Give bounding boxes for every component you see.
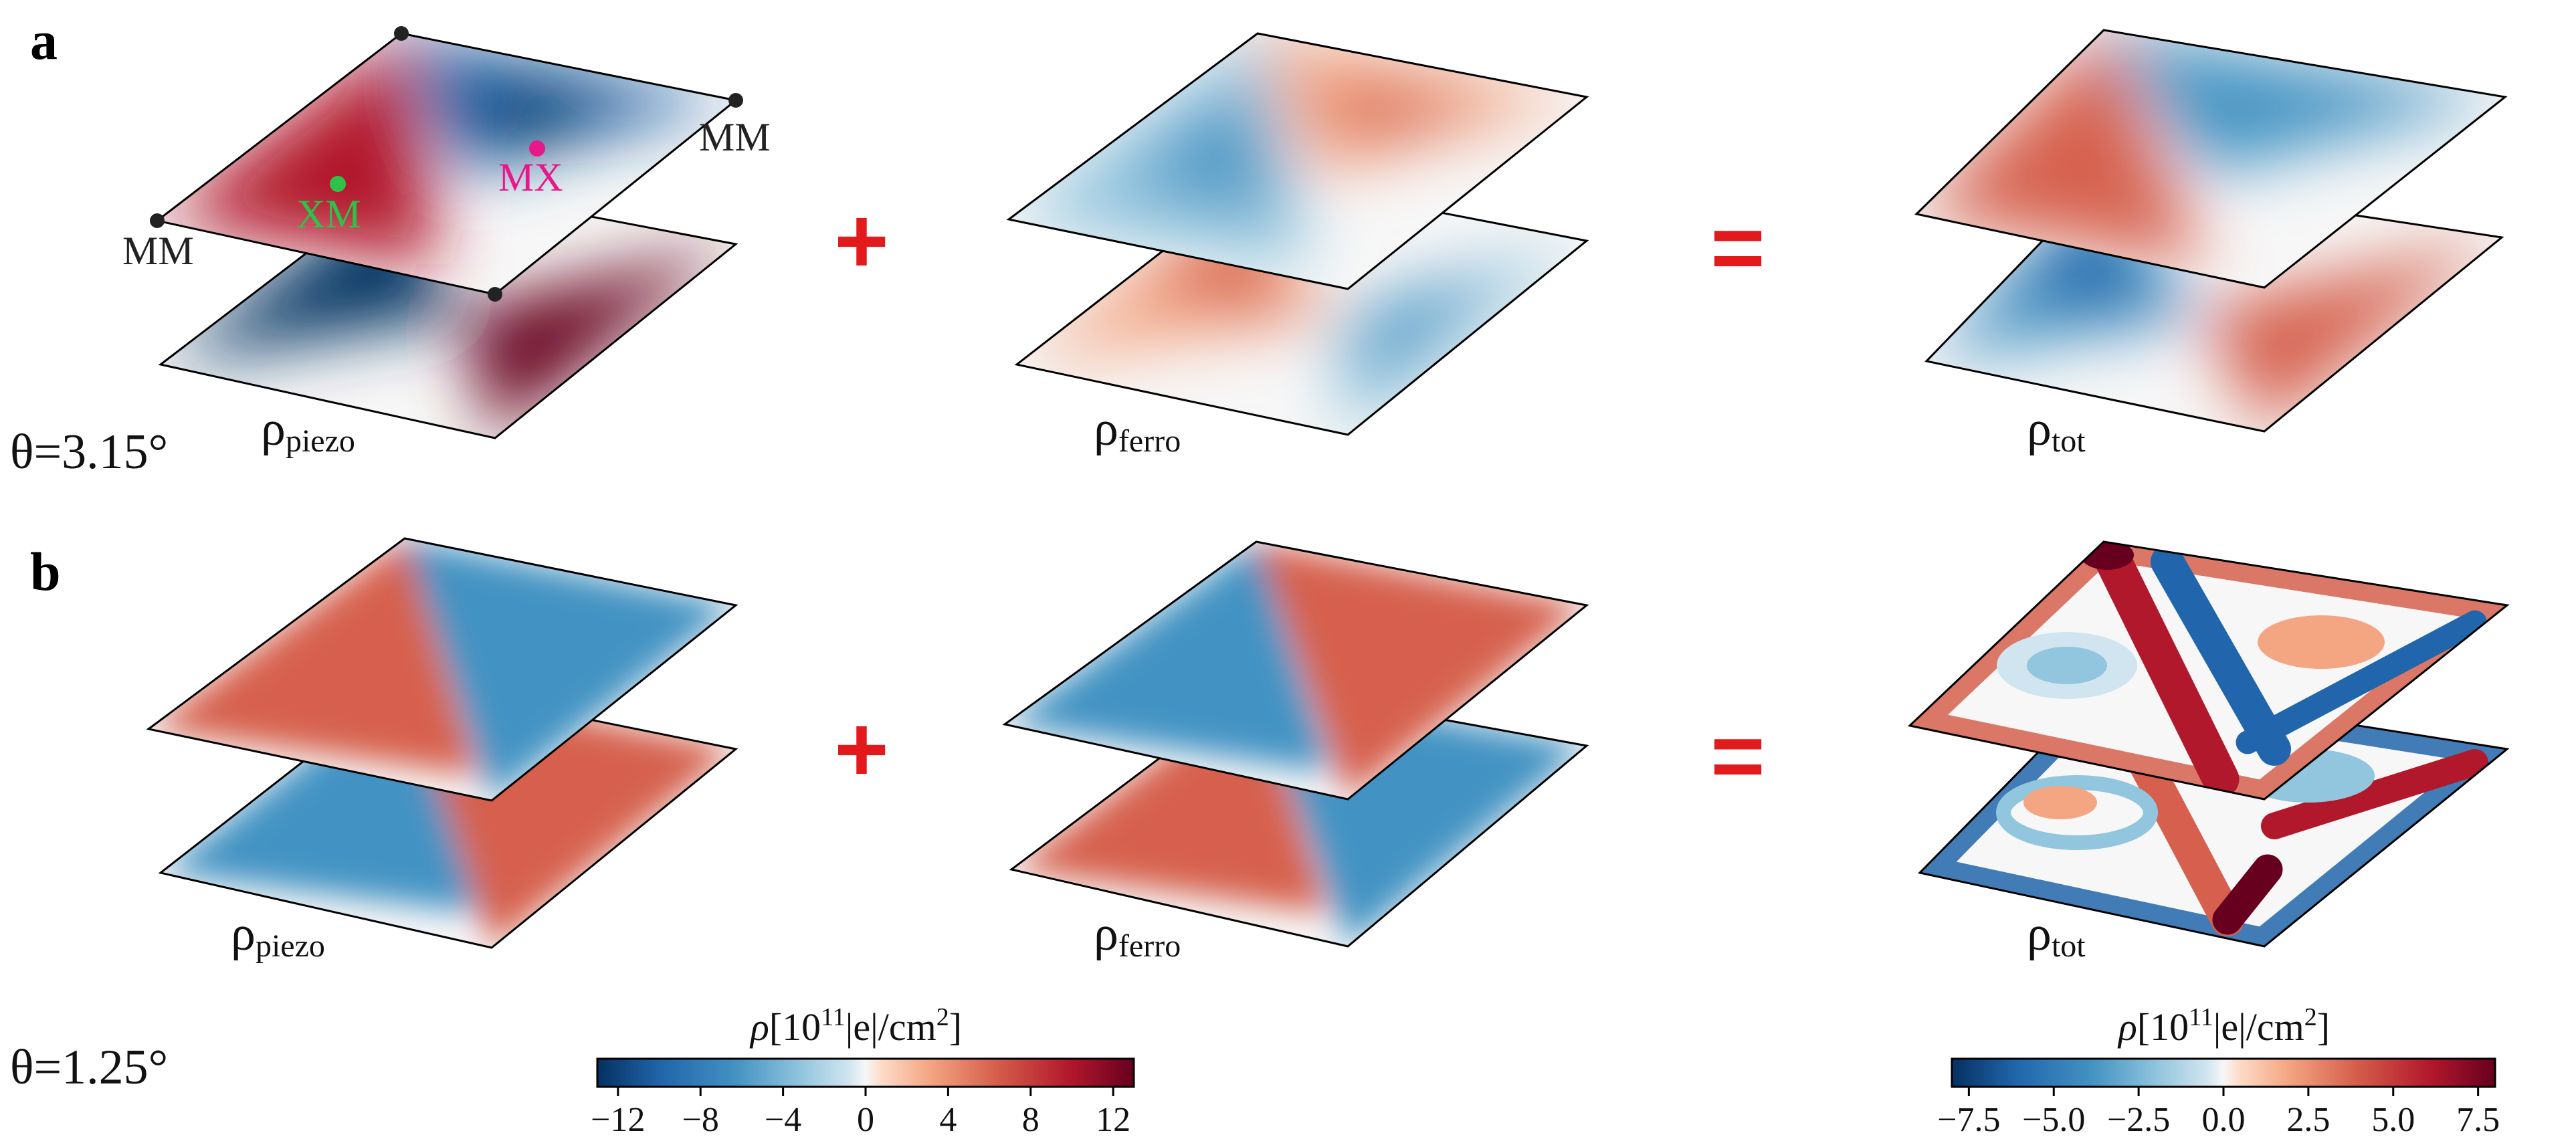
colorbar-right: ρ[1011|e|/cm2] −7.5 −5.0 −2.5 0.0 2.5 5.0 7.5 <box>1937 1003 2500 1139</box>
vertex-marker-top <box>394 26 409 41</box>
panel-b-equals: = <box>1710 703 1765 808</box>
panel-b-piezo-label: ρpiezo <box>231 906 325 964</box>
panel-a-ferro-top-plate <box>1006 32 1589 290</box>
panel-a-angle: θ=3.15° <box>10 425 168 480</box>
colorbar-left-tick-label: −4 <box>765 1101 801 1139</box>
colorbar-left-tick-label: 8 <box>1022 1101 1039 1139</box>
panel-a-piezo-label: ρpiezo <box>261 401 355 459</box>
xm-site-label: XM <box>296 192 361 236</box>
panel-b-ferro-label: ρferro <box>1094 906 1181 964</box>
xm-site-marker <box>330 176 346 192</box>
panel-b-total-stack: ρtot <box>1907 540 2510 964</box>
panel-a-equals: = <box>1710 195 1765 300</box>
panel-a-total-stack: ρtot <box>1914 29 2508 459</box>
panel-b-plus: + <box>834 696 889 801</box>
panel-b-angle: θ=1.25° <box>10 1040 168 1095</box>
panel-b-piezo-stack: ρpiezo <box>146 537 738 964</box>
vertex-marker-right <box>728 93 743 108</box>
colorbar-right-tick-label: 2.5 <box>2286 1101 2330 1139</box>
panel-a-total-top-plate <box>1914 29 2508 289</box>
colorbar-right-tick-label: −7.5 <box>1937 1101 2000 1139</box>
panel-a-ferro-label: ρferro <box>1094 401 1181 459</box>
panel-a-piezo-stack: XM MX MM MM ρpiezo <box>122 26 771 459</box>
panel-b-label: b <box>30 541 61 602</box>
vertex-marker-left <box>150 213 165 228</box>
colorbar-right-tick-label: −5.0 <box>2022 1101 2085 1139</box>
mx-site-label: MX <box>498 155 563 199</box>
colorbar-right-tick-label: 7.5 <box>2456 1101 2500 1139</box>
panel-a-piezo-top-plate <box>155 32 738 296</box>
colorbar-left-gradient <box>596 1057 1135 1088</box>
panel-a-label: a <box>30 10 58 71</box>
panel-b-piezo-top-plate <box>146 537 738 802</box>
colorbar-right-tick-label: −2.5 <box>2107 1101 2170 1139</box>
vertex-marker-bottom <box>488 287 502 302</box>
colorbar-left-tick-label: 12 <box>1096 1101 1130 1139</box>
mx-site-marker <box>529 140 545 157</box>
colorbar-right-tick-label: 5.0 <box>2371 1101 2415 1139</box>
mm-site-label-right: MM <box>699 115 771 159</box>
colorbar-left-title: ρ[1011|e|/cm2] <box>749 1003 962 1049</box>
colorbar-left-ticks: −12 −8 −4 0 4 8 12 <box>591 1087 1130 1139</box>
panel-a-ferro-stack: ρferro <box>1006 32 1589 459</box>
panel-b-total-top-plate <box>1907 540 2510 801</box>
colorbar-right-title: ρ[1011|e|/cm2] <box>2117 1003 2330 1049</box>
mm-site-label-left: MM <box>122 229 194 273</box>
panel-b-ferro-stack: ρferro <box>1002 540 1589 964</box>
colorbar-right-ticks: −7.5 −5.0 −2.5 0.0 2.5 5.0 7.5 <box>1937 1087 2500 1139</box>
colorbar-left-tick-label: 0 <box>857 1101 874 1139</box>
colorbar-right-gradient <box>1951 1057 2496 1088</box>
colorbar-right-tick-label: 0.0 <box>2202 1101 2246 1139</box>
colorbar-left-tick-label: −8 <box>682 1101 719 1139</box>
panel-b-total-label: ρtot <box>2027 906 2086 964</box>
panel-a-total-label: ρtot <box>2027 401 2086 459</box>
colorbar-left-tick-label: −12 <box>591 1101 645 1139</box>
panel-a-piezo-bottom-plate <box>158 179 738 439</box>
panel-b-ferro-top-plate <box>1002 540 1589 801</box>
colorbar-left: ρ[1011|e|/cm2] −12 −8 −4 0 4 8 12 <box>591 1003 1135 1139</box>
panel-a-plus: + <box>834 188 889 293</box>
colorbar-left-tick-label: 4 <box>939 1101 957 1139</box>
